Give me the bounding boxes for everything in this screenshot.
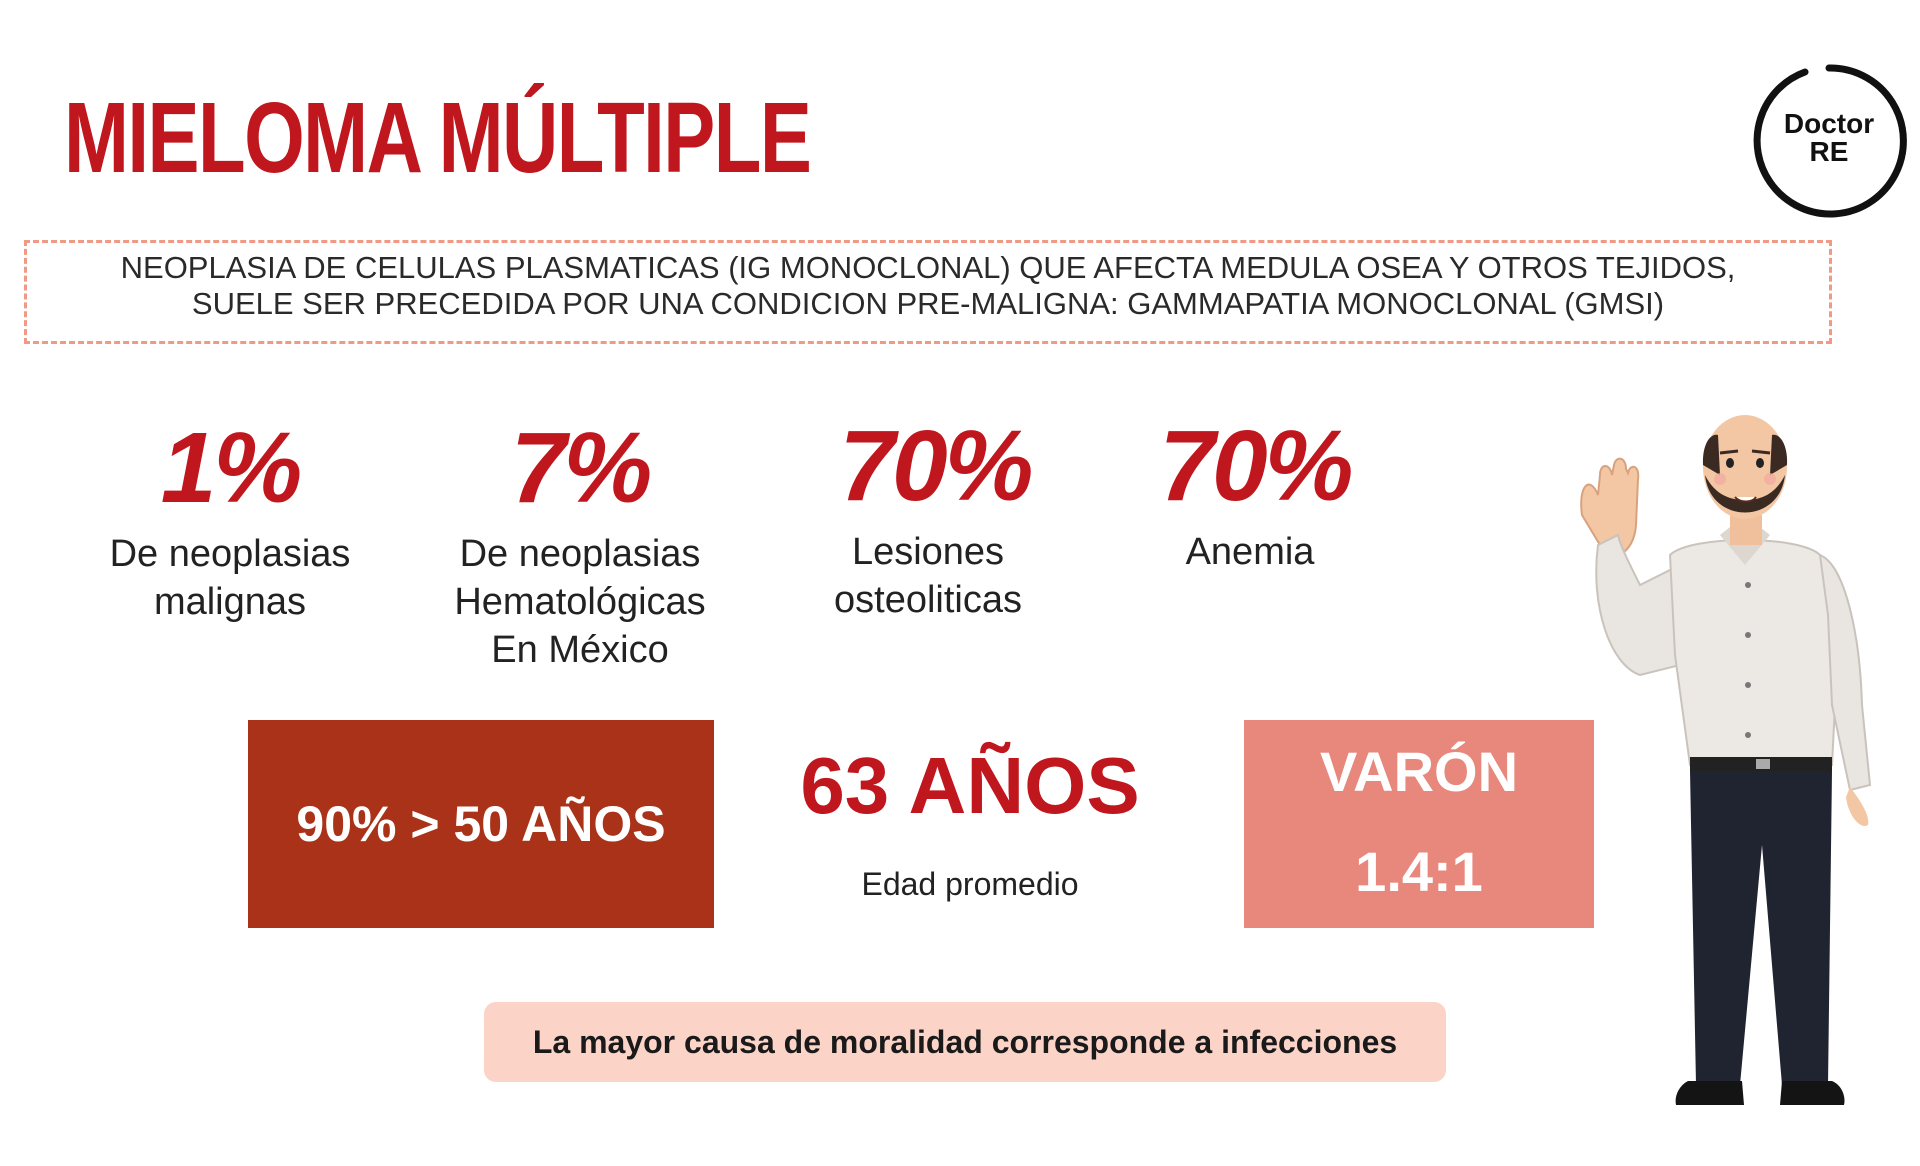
sex-ratio-box <box>1244 720 1594 928</box>
stat-label-line: Hematológicas <box>454 581 706 623</box>
stat-label-2: De neoplasias Hematológicas En México <box>420 530 740 674</box>
logo-text: Doctor RE <box>1750 110 1908 166</box>
age-over-50-text: 90% > 50 AÑOS <box>296 796 666 852</box>
stat-label-line: De neoplasias <box>109 533 351 575</box>
sex-ratio-title: VARÓN <box>1319 740 1519 803</box>
stat-value-1: 1% <box>160 412 303 524</box>
stat-label-line: De neoplasias <box>459 533 701 575</box>
stat-label-line: Lesiones <box>851 531 1005 573</box>
mortality-note-text: La mayor causa de moralidad corresponde … <box>532 1023 1398 1060</box>
stat-label-3: Lesiones osteoliticas <box>778 528 1078 624</box>
mean-age-label: Edad promedio <box>861 866 1079 902</box>
stat-value-2: 7% <box>510 412 653 524</box>
stat-label-line: osteoliticas <box>834 579 1022 621</box>
definition-text: NEOPLASIA DE CELULAS PLASMATICAS (IG MON… <box>24 250 1832 322</box>
stat-label-1: De neoplasias malignas <box>70 530 390 626</box>
logo-line1: Doctor <box>1783 108 1875 139</box>
stat-label-4: Anemia <box>1110 528 1390 576</box>
logo-line2: RE <box>1809 136 1849 167</box>
definition-line1: NEOPLASIA DE CELULAS PLASMATICAS (IG MON… <box>120 250 1736 285</box>
stat-value-4: 70% <box>1159 410 1353 522</box>
stat-label-line: malignas <box>153 581 307 623</box>
man-waving-illustration <box>1580 415 1872 1105</box>
page-title: MIELOMA MÚLTIPLE <box>64 82 812 194</box>
sex-ratio-value: 1.4:1 <box>1355 840 1483 903</box>
definition-line2: SUELE SER PRECEDIDA POR UNA CONDICION PR… <box>191 286 1665 321</box>
definition-box <box>24 240 1832 344</box>
stat-value-3: 70% <box>839 410 1033 522</box>
mortality-note: La mayor causa de moralidad corresponde … <box>484 1002 1446 1082</box>
stat-label-line: Anemia <box>1185 531 1315 573</box>
age-over-50-box: 90% > 50 AÑOS <box>248 720 714 928</box>
mean-age-value: 63 AÑOS <box>800 741 1140 830</box>
doctor-re-logo-icon <box>1753 64 1907 218</box>
stat-label-line: En México <box>491 629 669 671</box>
